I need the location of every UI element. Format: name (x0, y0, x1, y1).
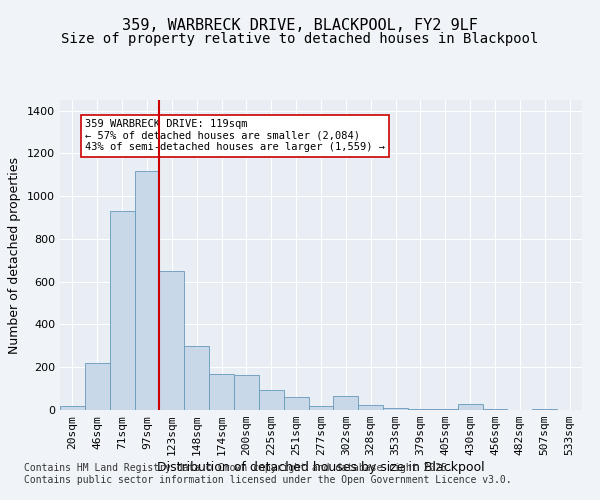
Text: Size of property relative to detached houses in Blackpool: Size of property relative to detached ho… (61, 32, 539, 46)
Bar (308, 406, 334, 410)
Bar (209, 374, 234, 410)
Y-axis label: Number of detached properties: Number of detached properties (8, 156, 22, 354)
Text: Contains HM Land Registry data © Crown copyright and database right 2025.
Contai: Contains HM Land Registry data © Crown c… (24, 464, 512, 485)
Bar (334, 396, 358, 410)
Bar (433, 409, 458, 410)
Bar (383, 408, 408, 410)
Bar (284, 397, 308, 410)
Bar (358, 404, 383, 410)
Bar (532, 409, 557, 410)
Bar (134, 170, 160, 410)
Bar (408, 409, 433, 410)
Bar (110, 211, 134, 410)
Text: 359 WARBRECK DRIVE: 119sqm
← 57% of detached houses are smaller (2,084)
43% of s: 359 WARBRECK DRIVE: 119sqm ← 57% of deta… (85, 119, 385, 152)
Bar (184, 346, 209, 410)
X-axis label: Distribution of detached houses by size in Blackpool: Distribution of detached houses by size … (157, 461, 485, 474)
Bar (234, 374, 259, 410)
Bar (259, 390, 284, 410)
Bar (60, 406, 85, 410)
Text: 359, WARBRECK DRIVE, BLACKPOOL, FY2 9LF: 359, WARBRECK DRIVE, BLACKPOOL, FY2 9LF (122, 18, 478, 32)
Bar (482, 409, 508, 410)
Bar (160, 271, 184, 410)
Bar (458, 404, 482, 410)
Bar (85, 363, 110, 410)
